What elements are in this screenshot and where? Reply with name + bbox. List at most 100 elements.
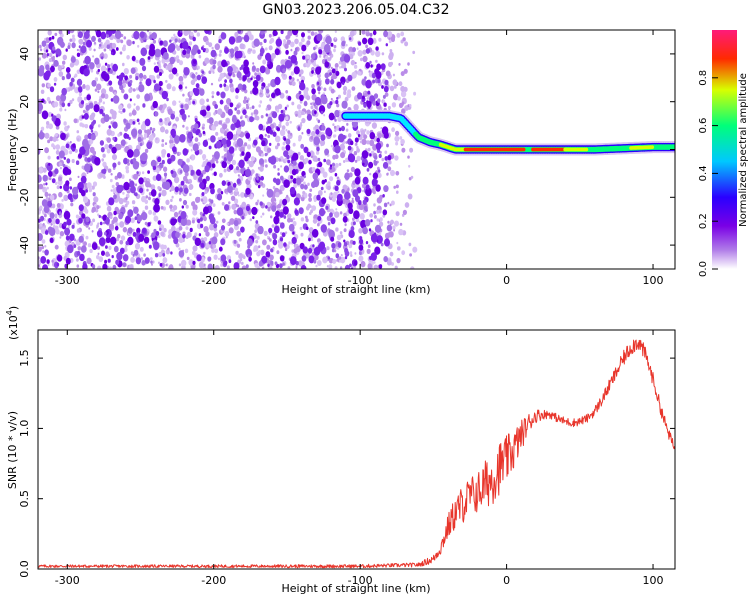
spectrogram-noise-blob bbox=[195, 72, 198, 75]
spectrogram-noise-blob bbox=[221, 160, 227, 169]
spectrogram-noise-blob bbox=[42, 174, 48, 182]
spectrogram-noise-blob bbox=[364, 219, 371, 227]
spectrogram-noise-blob bbox=[143, 253, 146, 257]
spectrogram-noise-blob bbox=[100, 147, 105, 153]
spectrogram-noise-blob bbox=[213, 120, 219, 127]
spectrogram-noise-blob bbox=[345, 43, 348, 47]
spectrogram-noise-blob bbox=[258, 104, 262, 108]
spectrogram-noise-blob bbox=[153, 79, 156, 84]
spectrogram-noise-blob bbox=[366, 130, 370, 135]
spectrogram-noise-blob bbox=[140, 211, 148, 221]
spectrogram-noise-blob bbox=[298, 207, 304, 215]
spectrogram-noise-blob bbox=[351, 199, 355, 204]
spectrogram-noise-blob bbox=[248, 34, 254, 41]
spectrogram-noise-blob bbox=[352, 217, 355, 221]
spectrogram-noise-blob bbox=[314, 254, 319, 261]
spectrogram-noise-blob bbox=[133, 148, 140, 157]
spectrogram-noise-blob bbox=[92, 119, 96, 125]
spectrogram-noise-blob bbox=[254, 262, 259, 268]
spectrogram-noise-blob bbox=[85, 104, 90, 111]
spectrogram-noise-blob bbox=[279, 222, 285, 229]
spectrogram-noise-blob bbox=[119, 240, 124, 245]
spectrogram-noise-blob bbox=[391, 37, 395, 43]
spectrogram-noise-blob bbox=[201, 109, 207, 117]
spectrogram-noise-blob bbox=[332, 123, 335, 126]
spectrogram-noise-blob bbox=[154, 253, 159, 258]
spectrogram-noise-blob bbox=[59, 236, 62, 239]
spectrogram-noise-blob bbox=[323, 114, 326, 117]
spectrogram-noise-blob bbox=[375, 46, 379, 51]
spectrogram-noise-blob bbox=[123, 36, 127, 40]
spectrogram-noise-blob bbox=[347, 193, 351, 198]
spectrogram-noise-blob bbox=[233, 219, 239, 227]
spectrogram-noise-blob bbox=[331, 248, 335, 253]
spectrogram-noise-blob bbox=[97, 265, 102, 269]
spectrogram-noise-blob bbox=[119, 84, 124, 91]
spectrogram-noise-blob bbox=[407, 155, 410, 159]
spectrogram-noise-blob bbox=[226, 98, 232, 105]
spectrogram-noise-blob bbox=[146, 141, 153, 150]
spectrogram-noise-blob bbox=[105, 236, 111, 244]
snr-marks bbox=[38, 339, 675, 569]
spectrogram-noise-blob bbox=[344, 96, 349, 102]
spectrogram-noise-blob bbox=[371, 122, 377, 129]
spectrogram-noise-blob bbox=[151, 232, 156, 239]
spectrogram-noise-blob bbox=[267, 235, 269, 239]
spectrogram-noise-blob bbox=[173, 237, 179, 245]
spectrogram-noise-blob bbox=[132, 228, 135, 232]
spectrogram-noise-blob bbox=[170, 251, 173, 255]
spectrogram-noise-blob bbox=[352, 221, 356, 226]
spectrogram-noise-blob bbox=[38, 57, 41, 61]
spectrogram-noise-blob bbox=[59, 166, 63, 170]
spectrogram-noise-blob bbox=[295, 39, 299, 43]
spectrogram-noise-blob bbox=[236, 35, 243, 43]
spectrogram-noise-blob bbox=[82, 263, 88, 269]
spectrogram-noise-blob bbox=[48, 52, 53, 58]
spectrogram-noise-blob bbox=[362, 263, 365, 267]
spectrogram-noise-blob bbox=[320, 110, 324, 115]
spectrogram-noise-blob bbox=[305, 215, 308, 219]
spectrogram-noise-blob bbox=[257, 225, 264, 235]
spectrogram-noise-blob bbox=[387, 155, 391, 160]
spectrogram-noise-blob bbox=[303, 101, 308, 107]
spectrogram-noise-blob bbox=[383, 30, 389, 38]
spectrogram-noise-blob bbox=[92, 192, 96, 197]
spectrogram-noise-blob bbox=[159, 263, 163, 267]
spectrogram-noise-blob bbox=[108, 143, 113, 149]
spectrogram-noise-blob bbox=[56, 203, 61, 208]
spectrogram-noise-blob bbox=[283, 179, 290, 188]
spectrogram-noise-blob bbox=[356, 148, 360, 153]
spectrogram-noise-blob bbox=[42, 250, 45, 253]
spectrogram-noise-blob bbox=[38, 67, 45, 77]
spectrogram-noise-blob bbox=[218, 38, 222, 44]
spectrogram-noise-blob bbox=[122, 254, 129, 262]
spectrogram-noise-blob bbox=[39, 205, 43, 210]
spectrogram-noise-blob bbox=[129, 74, 133, 79]
spectrogram-noise-blob bbox=[65, 143, 70, 149]
spectrogram-noise-blob bbox=[363, 103, 367, 108]
spectrogram-noise-blob bbox=[154, 198, 160, 206]
spectrogram-noise-blob bbox=[332, 191, 338, 198]
spectrogram-x-ticks: -300 -200 -100 0 100 bbox=[55, 30, 664, 287]
spectrogram-noise-blob bbox=[112, 154, 117, 161]
spectrogram-noise-blob bbox=[334, 211, 340, 218]
spectrogram-noise-blob bbox=[311, 130, 316, 137]
spectrogram-noise-blob bbox=[188, 41, 193, 46]
spectrogram-noise-blob bbox=[51, 259, 54, 263]
spectrogram-noise-blob bbox=[313, 198, 317, 203]
spectrogram-noise-blob bbox=[230, 195, 236, 201]
spectrogram-noise-blob bbox=[86, 182, 92, 189]
spectrogram-noise-blob bbox=[143, 136, 147, 140]
spectrogram-noise-blob bbox=[327, 222, 331, 226]
spectrogram-noise-blob bbox=[142, 103, 146, 108]
spectrogram-noise-blob bbox=[145, 78, 152, 87]
spectrogram-noise-blob bbox=[361, 150, 369, 159]
spectrogram-noise-blob bbox=[133, 30, 140, 40]
spectrogram-noise-blob bbox=[208, 137, 210, 141]
spectrogram-noise-blob bbox=[378, 264, 383, 269]
spectrogram-noise-blob bbox=[156, 61, 159, 65]
spectrogram-noise-blob bbox=[389, 85, 395, 92]
spectrogram-noise-blob bbox=[320, 224, 327, 233]
spectrogram-noise-blob bbox=[288, 223, 295, 232]
spectrogram-noise-blob bbox=[201, 70, 205, 75]
